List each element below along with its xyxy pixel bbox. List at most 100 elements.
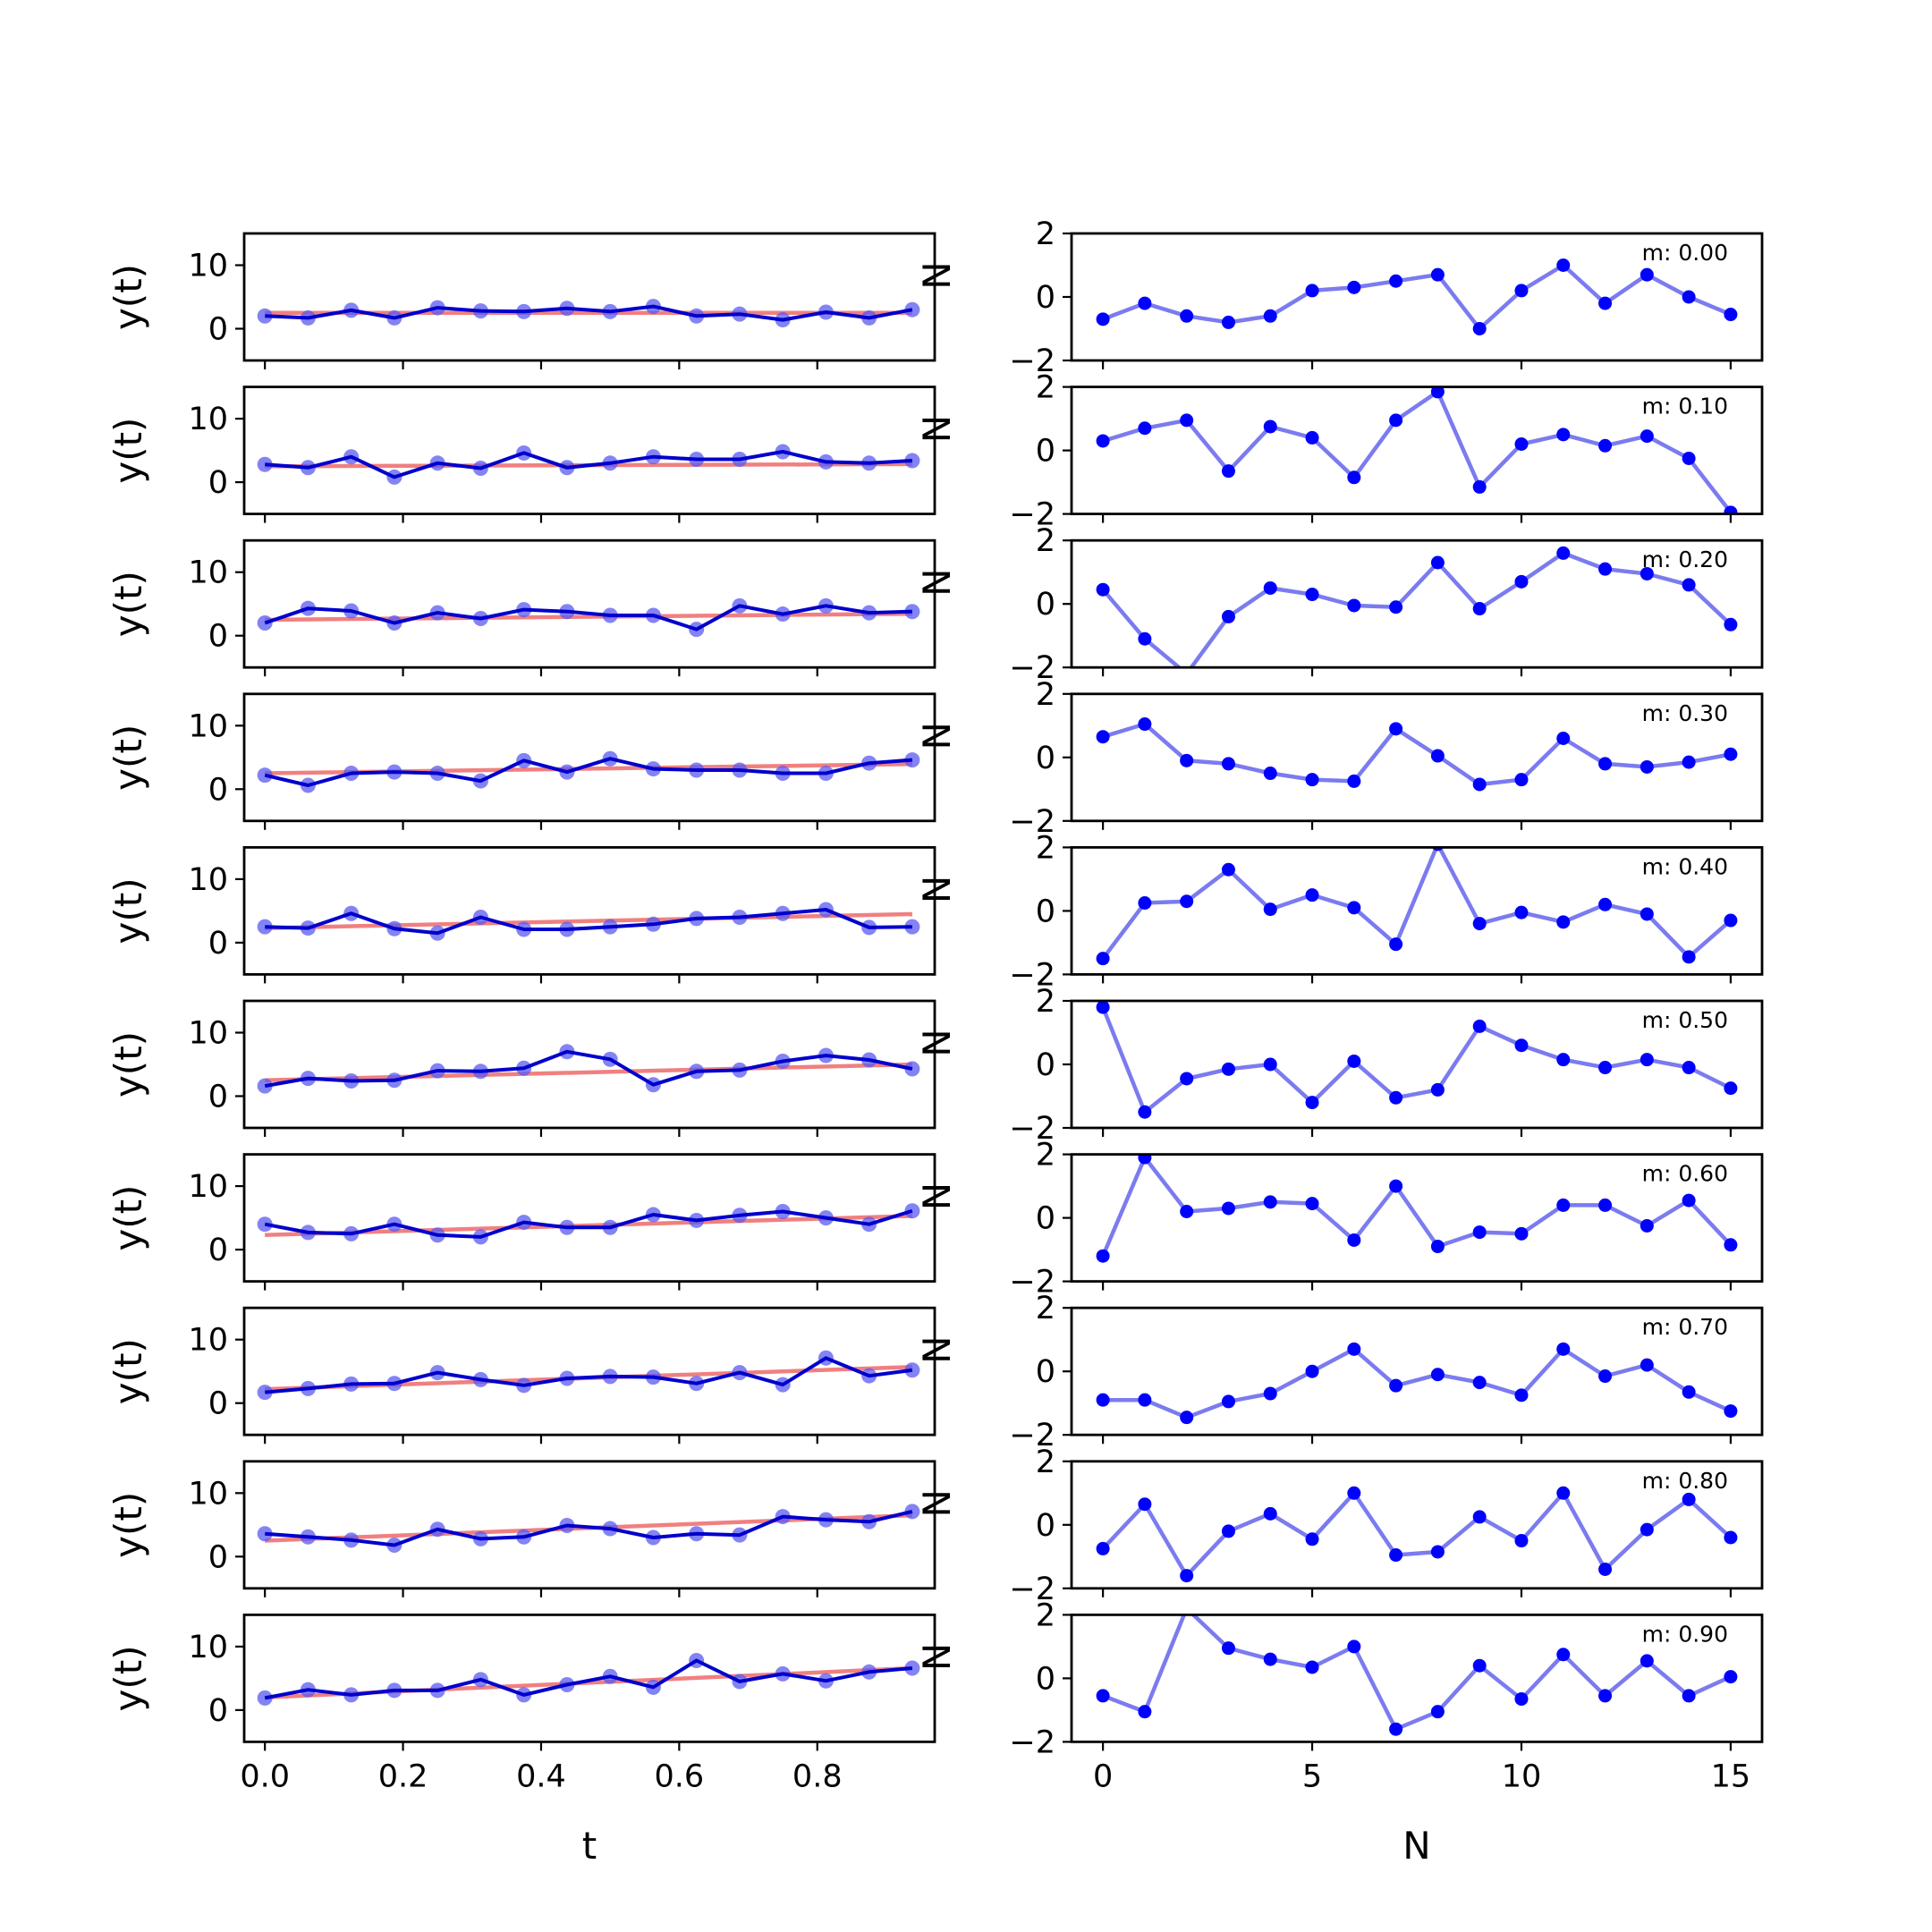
residual-point (1389, 274, 1403, 288)
y-tick-label: 10 (188, 555, 228, 591)
residual-point (1514, 574, 1529, 589)
y-axis-title: y(t) (106, 1338, 150, 1404)
residual-point (1221, 1524, 1235, 1538)
residual-point (1724, 913, 1738, 928)
plot-frame (1070, 999, 1764, 1130)
residual-point (1138, 717, 1152, 732)
residual-point (1472, 1225, 1487, 1240)
residual-point (1221, 862, 1235, 877)
residual-point (1682, 950, 1696, 964)
data-point (257, 1385, 273, 1401)
residual-point (1347, 1342, 1361, 1356)
residual-point (1514, 284, 1529, 298)
y-tick-label: −2 (1009, 1111, 1055, 1147)
y-axis-title: y(t) (106, 724, 150, 791)
residual-point (1305, 888, 1319, 902)
m-annotation: m: 0.00 (1642, 240, 1728, 266)
data-series-line (264, 757, 913, 787)
y-tick-label: 0 (1036, 894, 1055, 929)
y-tick-label: 0 (208, 772, 228, 808)
residual-point (1640, 759, 1654, 774)
x-axis-title-right: N (1402, 1824, 1430, 1868)
data-series-line (265, 304, 913, 322)
residual-point (1598, 296, 1613, 310)
data-series-line (264, 1049, 913, 1089)
y-tick-label: 0 (208, 926, 228, 962)
residual-line (1101, 847, 1733, 961)
data-series-line (265, 450, 913, 479)
y-tick-label: 0 (1036, 280, 1055, 316)
residual-series (1096, 1001, 1738, 1119)
y-axis-title: N (915, 568, 959, 596)
panel-grid: 0 10 y(t) −2 0 2 Nm: 0.00 0 10 y(t) −2 0 2 Nm: 0.10 0 1… (106, 216, 1764, 1794)
y-tick-label: 10 (188, 1476, 228, 1512)
residual-point (1724, 308, 1738, 322)
residual-point (1682, 578, 1696, 592)
residual-point (1682, 1061, 1696, 1075)
y-tick-label: 0 (208, 1233, 228, 1268)
x-tick-label: 15 (1711, 1758, 1751, 1794)
residual-point (1556, 258, 1571, 272)
plot-frame (242, 232, 936, 362)
residual-series (1096, 386, 1738, 514)
x-tick-label: 0.0 (240, 1758, 290, 1794)
residual-line (1102, 722, 1732, 787)
residual-point (1472, 777, 1487, 792)
residual-point (1556, 1342, 1571, 1356)
y-tick-label: 10 (188, 1016, 228, 1052)
residual-point (1598, 1563, 1613, 1576)
plot-frame (242, 1306, 936, 1436)
plot-frame (242, 999, 936, 1130)
residual-point (1640, 267, 1654, 282)
residual-point (1138, 296, 1152, 310)
residual-point (1221, 464, 1235, 479)
residual-point (1724, 1404, 1738, 1419)
residual-point (1305, 430, 1319, 445)
residual-point (1724, 1530, 1738, 1545)
data-point (257, 456, 273, 472)
residual-point (1138, 1105, 1152, 1119)
residual-point (1556, 1648, 1571, 1662)
residual-point (1305, 1660, 1319, 1674)
right-panel-3: −2 0 2 Nm: 0.30 (915, 677, 1764, 840)
residual-point (1640, 1358, 1654, 1372)
y-tick-label: 0 (208, 1539, 228, 1575)
m-annotation: m: 0.30 (1642, 700, 1728, 726)
m-annotation: m: 0.80 (1642, 1468, 1728, 1494)
left-panel-0: 0 10 y(t) (106, 232, 936, 369)
y-axis-title: N (915, 261, 959, 289)
fit-line (265, 611, 912, 623)
residual-point (1472, 1510, 1487, 1524)
left-panel-7: 0 10 y(t) (106, 1306, 936, 1445)
residual-point (1430, 555, 1445, 570)
residual-point (1682, 290, 1696, 304)
data-point (257, 615, 273, 631)
residual-point (1430, 1705, 1445, 1719)
residual-series (1096, 1486, 1738, 1583)
y-axis-title: y(t) (106, 1031, 150, 1097)
residual-series (1096, 1154, 1738, 1263)
residual-point (1180, 894, 1194, 909)
m-annotation: m: 0.40 (1642, 853, 1728, 879)
y-tick-label: 0 (1036, 1661, 1055, 1697)
residual-point (1263, 1057, 1277, 1072)
residual-point (1305, 1096, 1319, 1110)
residual-point (1556, 732, 1571, 745)
data-point (904, 1362, 920, 1378)
residual-series (1096, 258, 1738, 335)
y-tick-label: 10 (188, 1630, 228, 1665)
x-tick-label: 0.8 (792, 1758, 843, 1794)
residual-point (1430, 1368, 1445, 1382)
residual-series (1096, 546, 1738, 668)
residual-point (1263, 419, 1277, 434)
y-tick-label: 2 (1036, 1445, 1055, 1480)
residual-series (1096, 717, 1738, 792)
residual-point (1263, 1195, 1277, 1209)
residual-point (1640, 907, 1654, 921)
residual-point (1347, 1486, 1361, 1500)
residual-point (1305, 1197, 1319, 1211)
residual-line (1102, 263, 1732, 331)
residual-point (1472, 1658, 1487, 1673)
residual-series (1096, 847, 1738, 966)
residual-point (1682, 1492, 1696, 1506)
